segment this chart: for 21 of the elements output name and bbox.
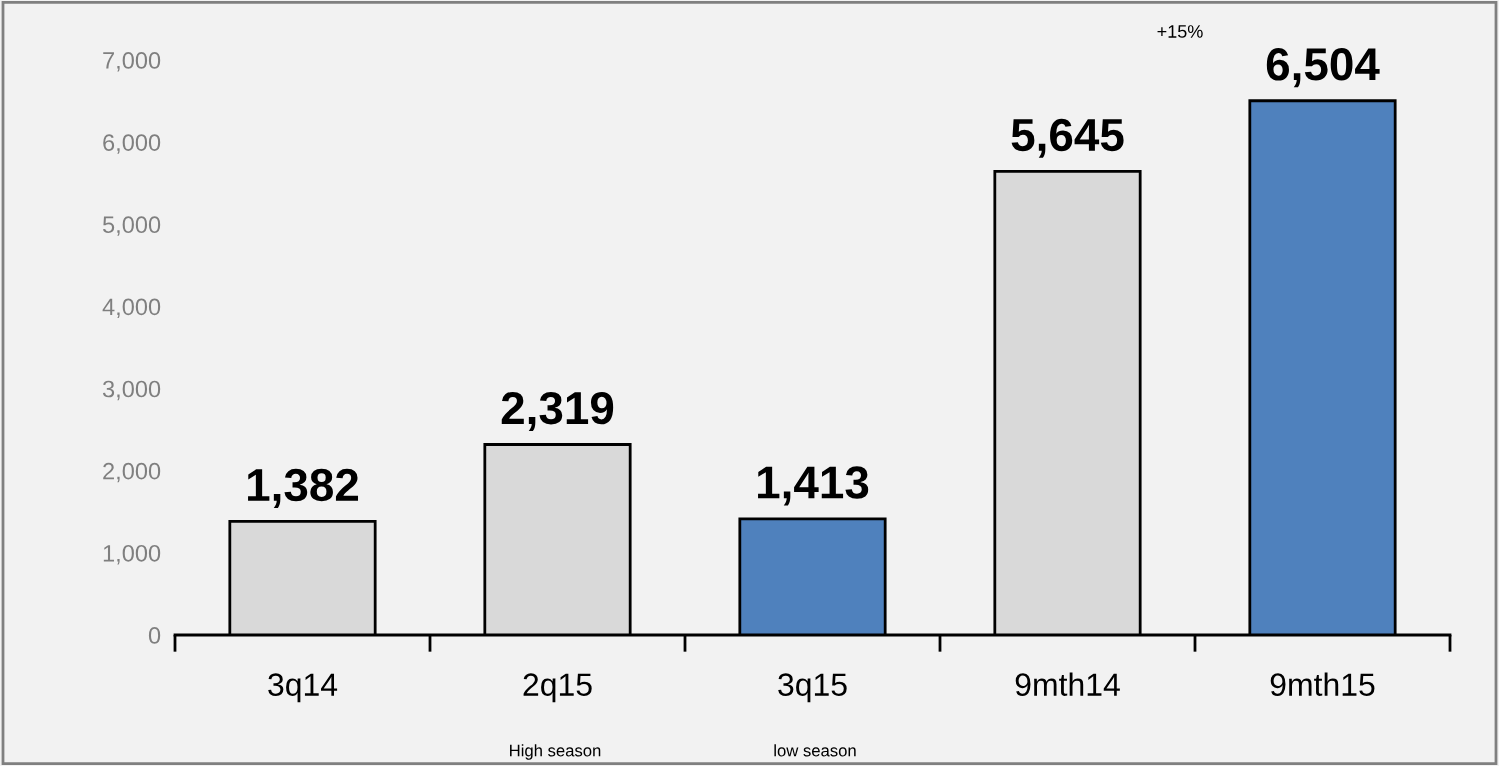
y-tick-label: 2,000 bbox=[103, 462, 161, 483]
y-tick-label: 7,000 bbox=[103, 52, 161, 72]
x-tick-label: 9mth14 bbox=[1015, 672, 1120, 696]
data-label: 1,413 bbox=[758, 466, 869, 506]
y-tick-label: 6,000 bbox=[103, 134, 161, 154]
y-tick-label: 5,000 bbox=[102, 216, 161, 236]
data-label: 1,382 bbox=[248, 468, 359, 508]
data-label: 6,504 bbox=[1266, 48, 1380, 88]
x-tick-label: 2q15 bbox=[523, 673, 592, 703]
text: High season bbox=[510, 744, 601, 760]
text: low season bbox=[774, 744, 856, 757]
y-tick-label: 3,000 bbox=[102, 380, 161, 401]
data-label: 5,645 bbox=[1011, 118, 1124, 158]
data-label: 2,319 bbox=[501, 391, 614, 431]
x-tick-label: 3q15 bbox=[778, 673, 847, 703]
x-tick-label: 9mth15 bbox=[1270, 672, 1375, 696]
x-tick-label: 3q14 bbox=[268, 673, 338, 703]
y-tick-label: 0 bbox=[148, 627, 161, 644]
text: +15% bbox=[1157, 25, 1203, 38]
y-tick-label: 4,000 bbox=[102, 298, 161, 319]
y-tick-label: 1,000 bbox=[103, 544, 161, 565]
